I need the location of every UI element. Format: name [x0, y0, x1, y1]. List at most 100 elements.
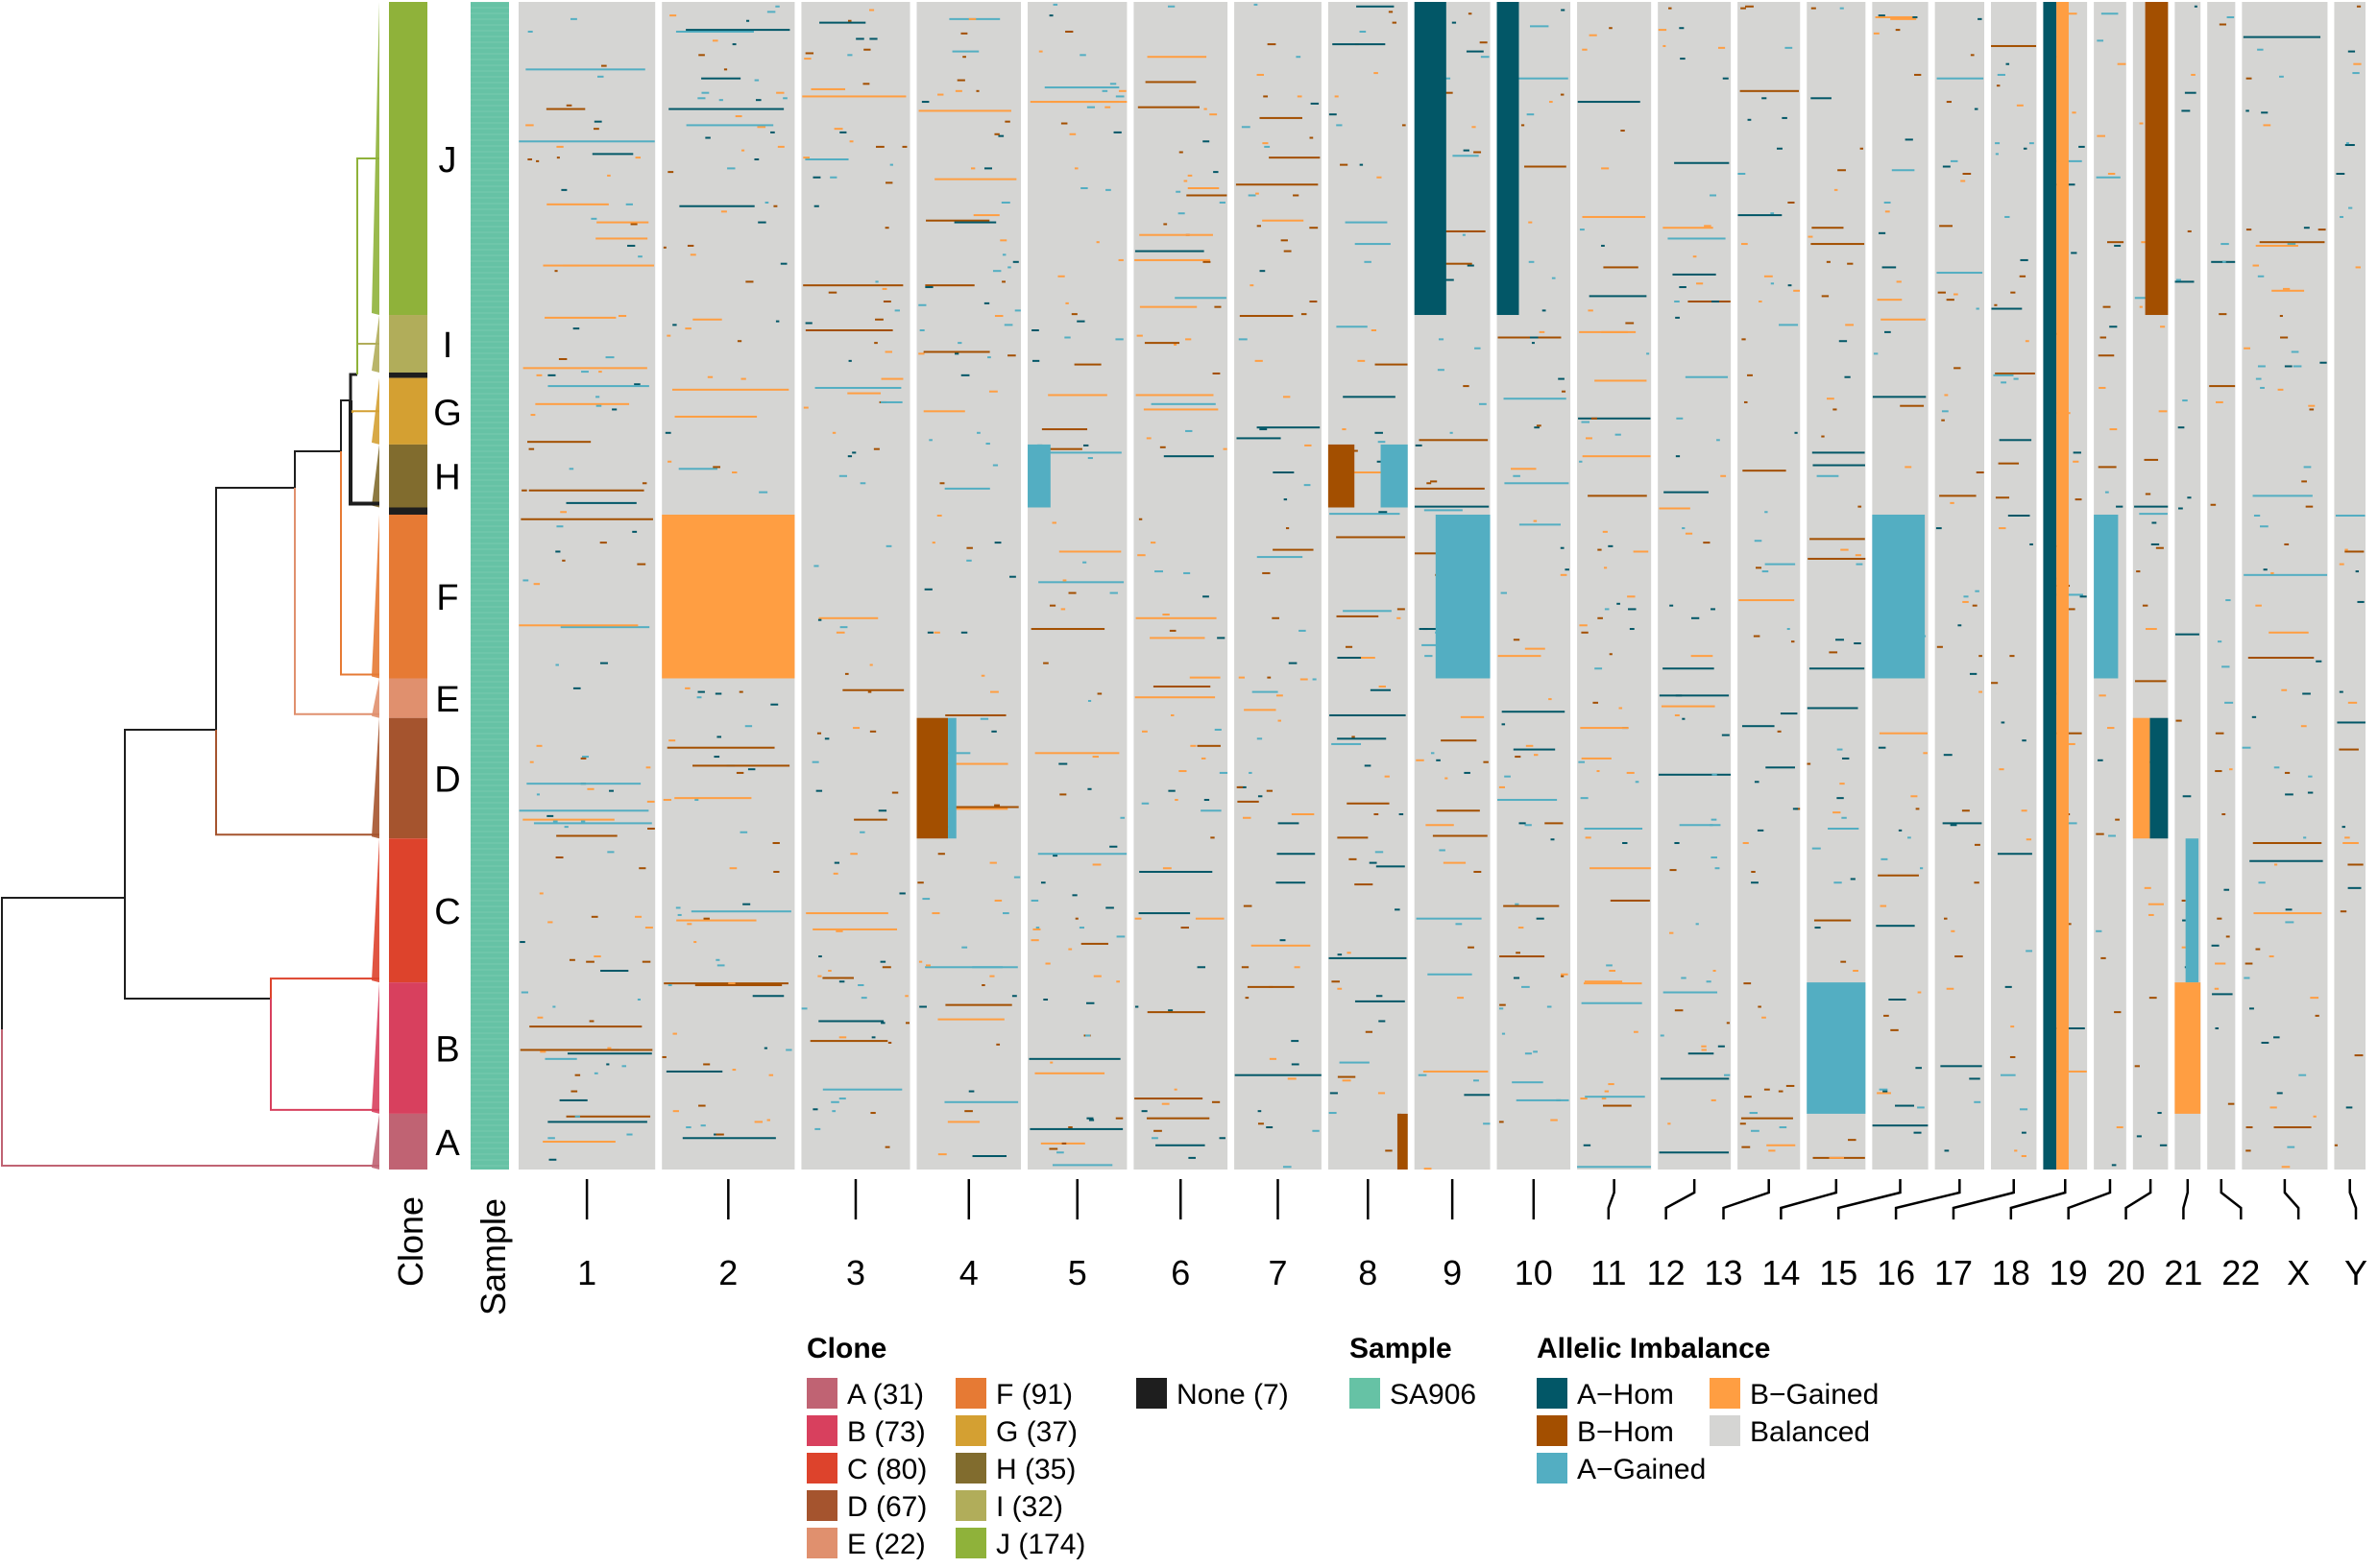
heatmap-segment	[1141, 730, 1148, 733]
heatmap-segment	[1250, 944, 1311, 947]
heatmap-segment	[824, 737, 830, 740]
heatmap-segment	[1839, 7, 1844, 10]
heatmap-segment	[1583, 982, 1642, 985]
heatmap-segment	[1041, 428, 1088, 431]
heatmap-segment	[535, 402, 630, 405]
heatmap-segment	[804, 58, 812, 60]
heatmap-segment	[1473, 1079, 1479, 1082]
heatmap-segment	[1162, 614, 1170, 616]
heatmap-segment	[1810, 97, 1832, 100]
heatmap-segment	[2099, 336, 2107, 339]
clone-letter-j: J	[439, 140, 457, 181]
event-chr18-a-hom-all	[2043, 2, 2057, 1170]
heatmap-segment	[1013, 876, 1021, 879]
heatmap-segment	[1978, 17, 1982, 20]
heatmap-segment	[1845, 324, 1855, 326]
heatmap-segment	[1609, 27, 1613, 30]
heatmap-segment	[1518, 822, 1526, 825]
heatmap-segment	[645, 766, 651, 769]
heatmap-segment	[712, 39, 718, 42]
heatmap-segment	[1214, 728, 1222, 731]
tree-branch-j	[356, 157, 379, 374]
heatmap-segment	[1810, 7, 1816, 10]
heatmap-segment	[574, 1115, 580, 1118]
heatmap-segment	[561, 188, 568, 191]
heatmap-segment	[2285, 921, 2294, 924]
heatmap-segment	[1375, 865, 1405, 868]
heatmap-segment	[1375, 995, 1383, 998]
heatmap-segment	[1342, 1079, 1351, 1082]
heatmap-segment	[1241, 966, 1250, 969]
heatmap-segment	[2219, 313, 2227, 316]
heatmap-segment	[1043, 662, 1049, 664]
heatmap-segment	[1900, 404, 1925, 407]
heatmap-segment	[2255, 377, 2262, 380]
heatmap-segment	[1828, 828, 1859, 831]
heatmap-segment	[1086, 1001, 1095, 1004]
heatmap-segment	[714, 756, 720, 759]
heatmap-segment	[1259, 270, 1266, 273]
heatmap-segment	[521, 991, 529, 994]
heatmap-segment	[1536, 917, 1544, 920]
heatmap-segment	[1038, 50, 1043, 53]
chromosome-label-4: 4	[959, 1253, 979, 1292]
heatmap-segment	[1277, 822, 1299, 825]
heatmap-segment	[1761, 97, 1767, 100]
heatmap-segment	[1143, 408, 1219, 411]
heatmap-segment	[773, 870, 780, 873]
heatmap-segment	[2075, 498, 2082, 501]
heatmap-segment	[692, 764, 790, 767]
heatmap-segment	[2287, 243, 2296, 246]
heatmap-segment	[860, 482, 866, 485]
heatmap-segment	[677, 913, 682, 916]
heatmap-segment	[1068, 591, 1077, 594]
heatmap-segment	[1336, 536, 1406, 539]
heatmap-segment	[1147, 56, 1207, 59]
heatmap-segment	[1171, 713, 1175, 716]
heatmap-segment	[1052, 1164, 1113, 1167]
heatmap-segment	[2344, 550, 2365, 553]
heatmap-segment	[2109, 428, 2118, 431]
heatmap-segment	[2210, 503, 2217, 506]
heatmap-segment	[960, 32, 968, 35]
heatmap-segment	[1608, 1083, 1614, 1086]
heatmap-segment	[1137, 106, 1200, 109]
tree-branch-b	[270, 999, 379, 1111]
heatmap-segment	[1471, 126, 1476, 129]
heatmap-segment	[1478, 402, 1487, 405]
heatmap-segment	[1662, 227, 1713, 229]
legend-title-allelic-imbalance: Allelic Imbalance	[1537, 1333, 1770, 1364]
heatmap-segment	[1059, 793, 1067, 796]
heatmap-segment	[1455, 923, 1463, 926]
heatmap-segment	[667, 746, 775, 749]
heatmap-segment	[1259, 116, 1302, 119]
heatmap-segment	[691, 910, 791, 913]
heatmap-segment	[2317, 229, 2326, 231]
heatmap-segment	[1944, 394, 1949, 397]
heatmap-segment	[1589, 867, 1651, 870]
heatmap-segment	[937, 853, 945, 856]
heatmap-segment	[867, 690, 872, 693]
heatmap-segment	[574, 1073, 581, 1076]
heatmap-segment	[2144, 458, 2159, 461]
heatmap-segment	[803, 157, 810, 159]
heatmap-segment	[1293, 194, 1299, 197]
heatmap-segment	[2253, 514, 2261, 517]
heatmap-segment	[1972, 604, 1978, 607]
heatmap-segment	[1201, 809, 1222, 812]
heatmap-segment	[1009, 575, 1016, 578]
heatmap-segment	[922, 898, 931, 901]
heatmap-segment	[627, 244, 636, 247]
heatmap-segment	[597, 75, 604, 78]
heatmap-segment	[1704, 225, 1711, 228]
heatmap-segment	[2282, 287, 2291, 290]
heatmap-segment	[2098, 466, 2117, 469]
heatmap-segment	[937, 1018, 1005, 1021]
heatmap-segment	[811, 87, 846, 90]
heatmap-segment	[1792, 808, 1799, 810]
heatmap-segment	[1071, 313, 1078, 316]
heatmap-segment	[1186, 194, 1227, 197]
heatmap-segment	[1118, 89, 1127, 92]
heatmap-segment	[1879, 1088, 1888, 1091]
heatmap-segment	[1675, 455, 1681, 458]
